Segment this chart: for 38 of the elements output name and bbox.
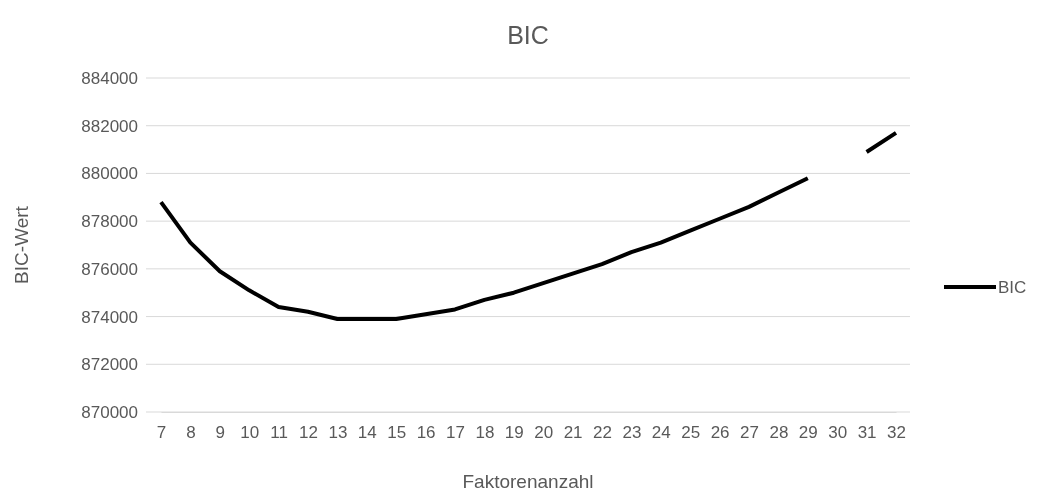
x-tick-label: 24 [651,423,671,443]
x-tick-label: 28 [769,423,789,443]
x-tick-label: 15 [387,423,407,443]
x-tick-label: 8 [186,423,196,443]
y-tick-label: 872000 [81,355,138,375]
x-tick-label: 22 [593,423,612,443]
x-tick-label: 21 [563,423,583,443]
y-tick-label: 882000 [81,116,138,136]
x-tick-label: 26 [710,423,730,443]
x-tick-label: 12 [299,423,318,443]
x-tick-label: 30 [828,423,848,443]
x-tick-label: 16 [416,423,436,443]
x-tick-label: 18 [475,423,495,443]
x-tick-label: 14 [357,423,377,443]
y-tick-label: 884000 [81,68,138,88]
legend-label: BIC [998,278,1027,297]
x-tick-label: 27 [740,423,759,443]
x-tick-label: 19 [504,423,524,443]
y-tick-label: 870000 [81,402,138,422]
x-tick-label: 29 [798,423,818,443]
x-tick-label: 9 [215,423,226,443]
x-tick-label: 25 [681,423,701,443]
x-tick-label: 10 [240,423,260,443]
y-axis-title: BIC-Wert [11,205,32,284]
x-tick-label: 7 [156,423,167,443]
y-tick-label: 880000 [81,164,138,184]
chart-title: BIC [507,21,549,49]
x-tick-label: 20 [534,423,554,443]
x-tick-label: 13 [328,423,348,443]
x-tick-label: 11 [270,423,288,443]
x-tick-label: 32 [887,423,906,443]
x-tick-label: 17 [446,423,465,443]
y-tick-label: 878000 [81,212,138,232]
x-tick-label: 23 [622,423,642,443]
y-tick-label: 874000 [81,307,138,327]
x-tick-label: 31 [857,423,877,443]
y-tick-label: 876000 [81,259,138,279]
x-axis-title: Faktorenanzahl [462,471,594,492]
